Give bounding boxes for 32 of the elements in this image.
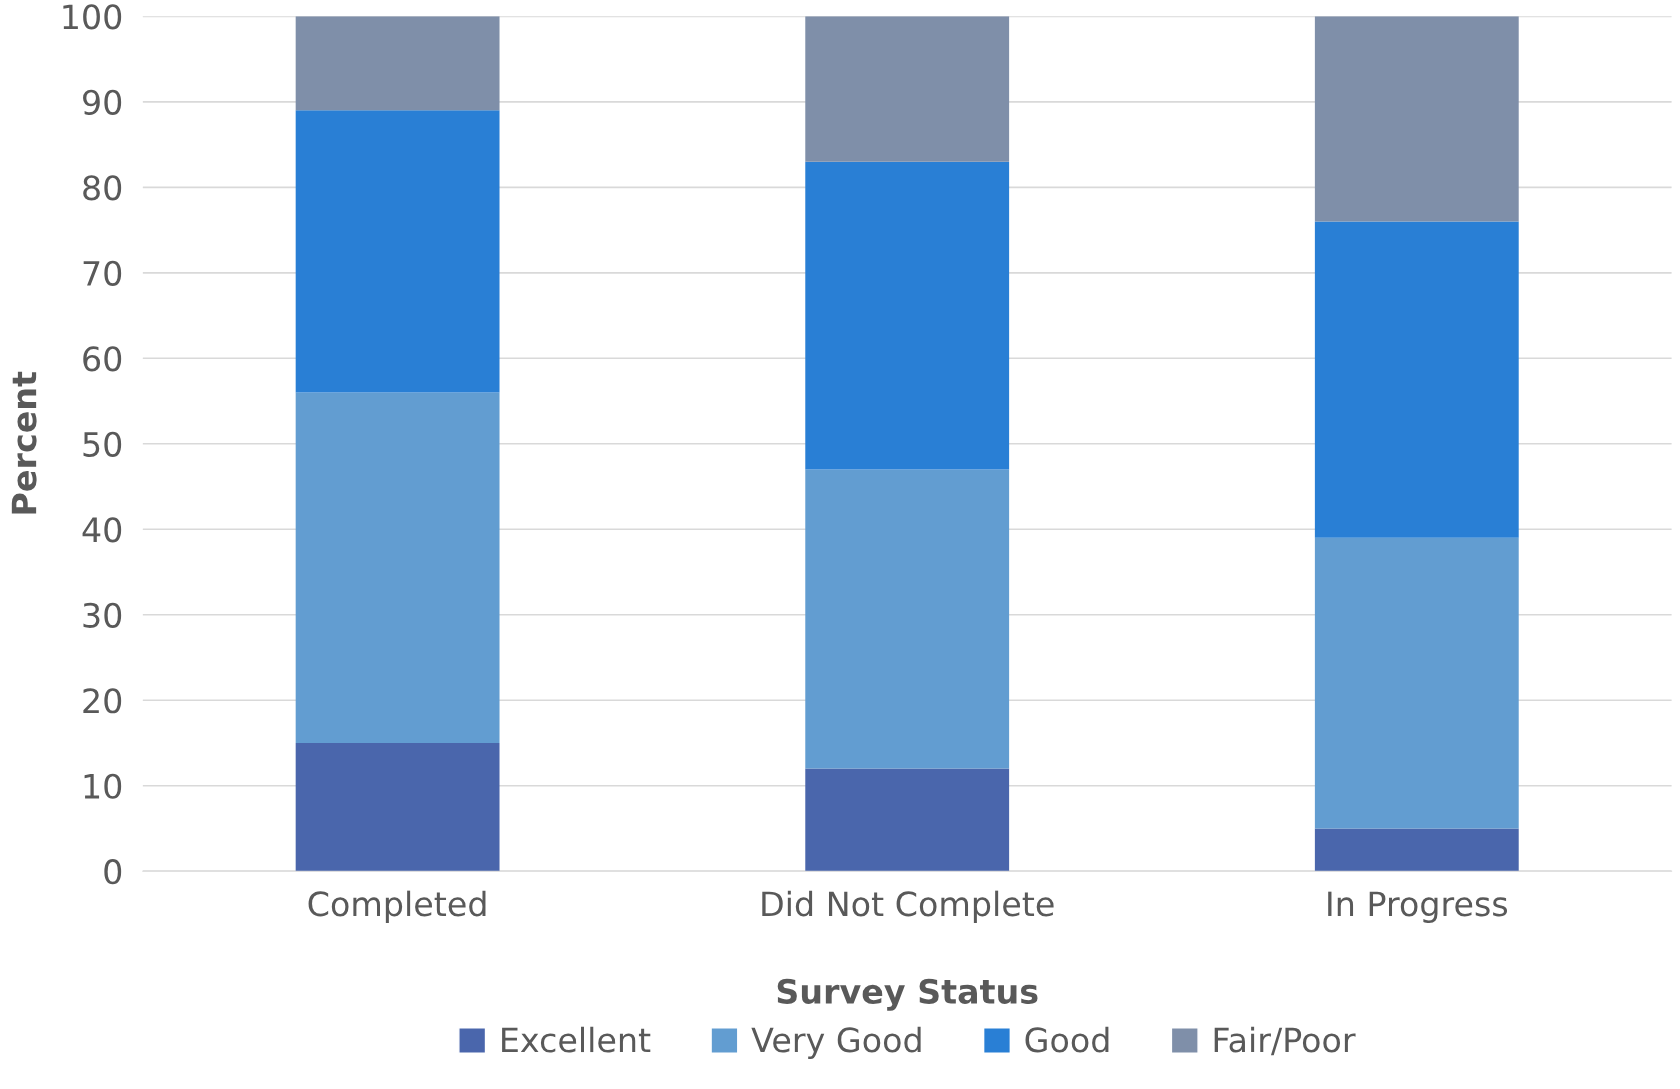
y-tick-label: 90 [83,89,122,115]
bar [805,469,1010,769]
legend-label: Excellent [502,1026,651,1053]
y-tick-label: 70 [83,260,122,286]
legend-label: Good [1025,1026,1109,1053]
legend-label: Very Good [751,1026,921,1059]
bar [805,16,1010,162]
bar [295,16,500,111]
bar [1314,537,1519,829]
y-tick-label: 100 [63,4,122,30]
bar [1314,828,1519,872]
y-tick-label: 50 [83,431,122,457]
y-tick-label: 60 [83,346,122,372]
y-tick-label: 40 [82,517,122,543]
bar [295,110,500,393]
legend-label: Fair/Poor [1214,1026,1356,1056]
y-tick-label: 30 [83,602,122,628]
x-tick-label: Completed [308,890,486,923]
bar [1314,16,1519,222]
y-tick-label: 80 [83,175,122,201]
bar [805,161,1010,470]
y-tick-label: 0 [104,859,122,885]
bar [1314,221,1519,538]
y-tick-label: 10 [84,773,122,799]
y-tick-label: 20 [83,688,122,714]
bar [295,742,500,872]
bar [295,392,500,743]
x-tick-label: Did Not Complete [762,890,1054,923]
bar [805,768,1010,872]
y-axis-title: Percent [11,371,37,514]
x-axis-title: Survey Status [777,978,1038,1011]
x-tick-label: In Progress [1328,891,1508,923]
